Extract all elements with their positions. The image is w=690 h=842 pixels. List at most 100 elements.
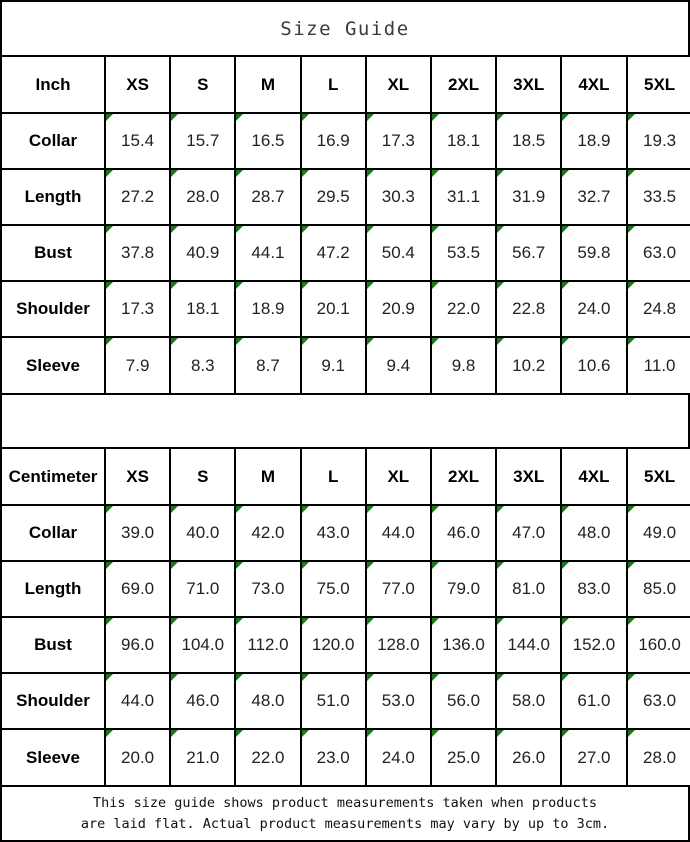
cm-cell-sleeve-5xl: 28.0: [625, 729, 690, 785]
cm-cell-bust-xl: 128.0: [364, 617, 432, 674]
inch-cell-sleeve-5xl: 11.0: [625, 337, 690, 393]
inch-cell-bust-4xl: 59.8: [560, 225, 628, 282]
table-separator-band: [2, 393, 688, 449]
inch-unit-header: Inch: [2, 57, 106, 114]
cm-cell-length-2xl: 79.0: [429, 561, 498, 618]
footer-note: This size guide shows product measuremen…: [80, 795, 610, 832]
cell-value: 160.0: [638, 635, 681, 654]
footer-note-row: This size guide shows product measuremen…: [2, 785, 688, 840]
comment-flag-icon: [627, 226, 635, 233]
cell-value: 18.1: [186, 299, 220, 318]
comment-flag-icon: [366, 338, 374, 345]
cm-column-header-4xl: 4XL: [560, 449, 628, 506]
cell-value: 47.0: [512, 523, 546, 542]
cm-column-header-2xl: 2XL: [429, 449, 498, 506]
comment-flag-icon: [562, 338, 570, 345]
cm-column-header-l: L: [299, 449, 367, 506]
inch-cell-sleeve-l: 9.1: [299, 337, 367, 393]
cell-value: 48.0: [577, 523, 611, 542]
inch-cell-length-4xl: 32.7: [560, 169, 628, 226]
cm-column-header-5xl: 5XL: [625, 449, 690, 506]
comment-flag-icon: [562, 114, 570, 121]
cell-value: 22.0: [251, 747, 285, 767]
inch-column-header-xs: XS: [103, 57, 172, 114]
cm-column-header-3xl: 3XL: [495, 449, 563, 506]
comment-flag-icon: [431, 674, 439, 681]
comment-flag-icon: [431, 170, 439, 177]
cm-column-header-m: M: [234, 449, 302, 506]
comment-flag-icon: [431, 562, 439, 569]
cell-value: 17.3: [381, 131, 415, 150]
comment-flag-icon: [497, 562, 505, 569]
cell-value: 46.0: [446, 523, 481, 542]
inch-size-table: Inch XS S M L XL 2XL 3XL 4XL 5XL Collar 15.4 15.7 16.…: [2, 57, 690, 393]
comment-flag-icon: [627, 730, 635, 737]
comment-flag-icon: [366, 618, 374, 625]
comment-flag-icon: [431, 618, 439, 625]
comment-flag-icon: [627, 674, 635, 681]
cell-value: 42.0: [251, 523, 285, 542]
comment-flag-icon: [301, 282, 309, 289]
cell-value: 10.2: [512, 355, 546, 375]
comment-flag-icon: [562, 730, 570, 737]
comment-flag-icon: [497, 506, 505, 513]
cm-cell-length-xs: 69.0: [103, 561, 172, 618]
cell-value: 15.7: [186, 131, 220, 150]
cell-value: 8.7: [256, 355, 280, 375]
cm-cell-shoulder-4xl: 61.0: [560, 673, 628, 730]
comment-flag-icon: [106, 562, 113, 569]
comment-flag-icon: [627, 114, 635, 121]
cm-unit-header: Centimeter: [2, 449, 106, 506]
comment-flag-icon: [106, 730, 113, 737]
comment-flag-icon: [366, 506, 374, 513]
cell-value: 30.3: [381, 187, 415, 206]
cell-value: 20.0: [121, 747, 155, 767]
inch-column-header-s: S: [169, 57, 237, 114]
cell-value: 81.0: [512, 579, 546, 598]
cm-row-label-sleeve: Sleeve: [2, 729, 106, 785]
inch-cell-sleeve-xl: 9.4: [364, 337, 432, 393]
cell-value: 71.0: [186, 579, 220, 598]
comment-flag-icon: [106, 338, 113, 345]
centimeter-size-table: Centimeter XS S M L XL 2XL 3XL 4XL 5XL Collar 39.0 4…: [2, 449, 690, 785]
cm-column-header-xs: XS: [103, 449, 172, 506]
cell-value: 79.0: [446, 579, 481, 598]
comment-flag-icon: [301, 674, 309, 681]
cm-cell-shoulder-s: 46.0: [169, 673, 237, 730]
comment-flag-icon: [171, 226, 179, 233]
table-row: Length 27.2 28.0 28.7 29.5 30.3 31.1 31.9 32.7 33…: [2, 169, 690, 226]
inch-cell-shoulder-s: 18.1: [169, 281, 237, 338]
inch-table-block: Inch XS S M L XL 2XL 3XL 4XL 5XL Collar 15.4 15.7 16.…: [2, 57, 690, 393]
comment-flag-icon: [562, 226, 570, 233]
comment-flag-icon: [171, 282, 179, 289]
centimeter-table-block: Centimeter XS S M L XL 2XL 3XL 4XL 5XL Collar 39.0 4…: [2, 449, 690, 785]
inch-cell-bust-xs: 37.8: [103, 225, 172, 282]
cell-value: 63.0: [643, 691, 677, 710]
comment-flag-icon: [431, 282, 439, 289]
comment-flag-icon: [236, 674, 244, 681]
centimeter-table-body: Centimeter XS S M L XL 2XL 3XL 4XL 5XL Collar 39.0 4…: [2, 449, 690, 785]
cm-cell-shoulder-xs: 44.0: [103, 673, 172, 730]
cell-value: 28.0: [186, 187, 220, 206]
inch-cell-sleeve-2xl: 9.8: [429, 337, 498, 393]
comment-flag-icon: [497, 226, 505, 233]
cm-cell-bust-m: 112.0: [234, 617, 302, 674]
inch-row-label-collar: Collar: [2, 113, 106, 170]
cell-value: 44.0: [121, 691, 155, 710]
cm-cell-bust-3xl: 144.0: [495, 617, 563, 674]
comment-flag-icon: [627, 506, 635, 513]
cm-row-label-bust: Bust: [2, 617, 106, 674]
comment-flag-icon: [301, 506, 309, 513]
cell-value: 24.0: [577, 299, 611, 318]
cm-header-row: Centimeter XS S M L XL 2XL 3XL 4XL 5XL: [2, 449, 690, 506]
cell-value: 15.4: [121, 131, 155, 150]
cell-value: 27.2: [121, 187, 155, 206]
comment-flag-icon: [301, 338, 309, 345]
cm-cell-length-4xl: 83.0: [560, 561, 628, 618]
comment-flag-icon: [171, 562, 179, 569]
comment-flag-icon: [497, 282, 505, 289]
comment-flag-icon: [236, 282, 244, 289]
inch-column-header-m: M: [234, 57, 302, 114]
comment-flag-icon: [627, 282, 635, 289]
cell-value: 19.3: [643, 131, 677, 150]
